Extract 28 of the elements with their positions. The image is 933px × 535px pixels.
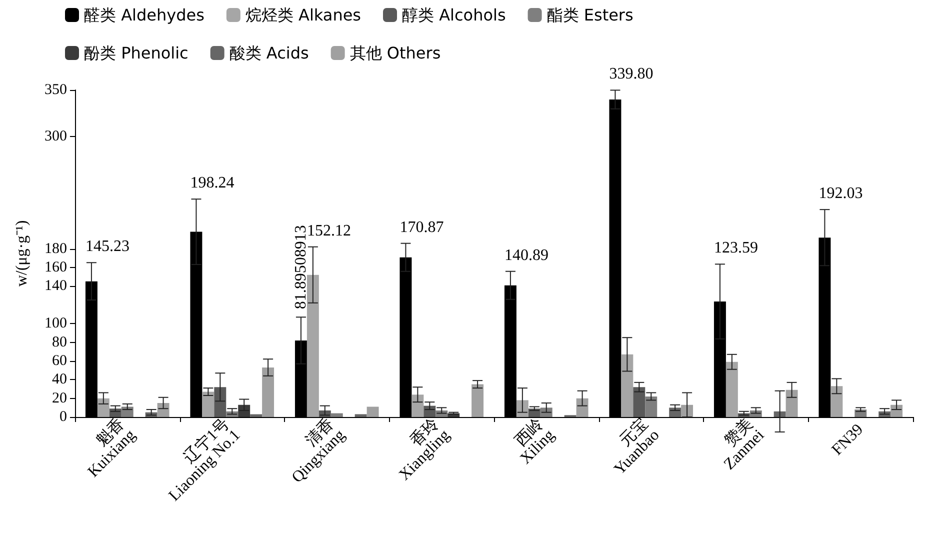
y-tick-label: 180 — [44, 240, 67, 257]
y-tick-label: 20 — [52, 390, 67, 406]
data-label: 145.23 — [85, 238, 130, 256]
data-label: 170.87 — [400, 218, 444, 236]
data-label: 152.12 — [306, 222, 351, 240]
data-label: 339.80 — [609, 66, 654, 83]
data-label: 81.89508913 — [292, 225, 310, 310]
y-axis-title: w/(μg·g⁻¹) — [14, 220, 30, 287]
y-tick-label: 60 — [52, 352, 67, 369]
y-tick-label: 160 — [44, 260, 67, 276]
legend-label: 酸类 Acids — [229, 44, 309, 62]
y-tick-label: 350 — [44, 82, 67, 98]
y-tick-label: 0 — [60, 409, 67, 425]
legend-label: 酯类 Esters — [546, 6, 634, 24]
y-tick-label: 300 — [44, 128, 67, 145]
data-label: 140.89 — [504, 246, 548, 264]
legend-label: 酚类 Phenolic — [84, 44, 188, 62]
y-tick-label: 40 — [52, 372, 67, 388]
y-tick-label: 80 — [52, 334, 67, 350]
legend-label: 烷烃类 Alkanes — [245, 6, 362, 24]
data-label: 192.03 — [818, 185, 863, 202]
legend-label: 醛类 Aldehydes — [84, 6, 204, 24]
y-tick-label: 140 — [44, 278, 67, 294]
data-label: 198.24 — [190, 174, 234, 192]
y-tick-label: 100 — [44, 316, 67, 332]
legend-label: 其他 Others — [350, 44, 441, 62]
legend-label: 醇类 Alcohols — [402, 6, 506, 24]
data-label: 123.59 — [714, 240, 758, 257]
